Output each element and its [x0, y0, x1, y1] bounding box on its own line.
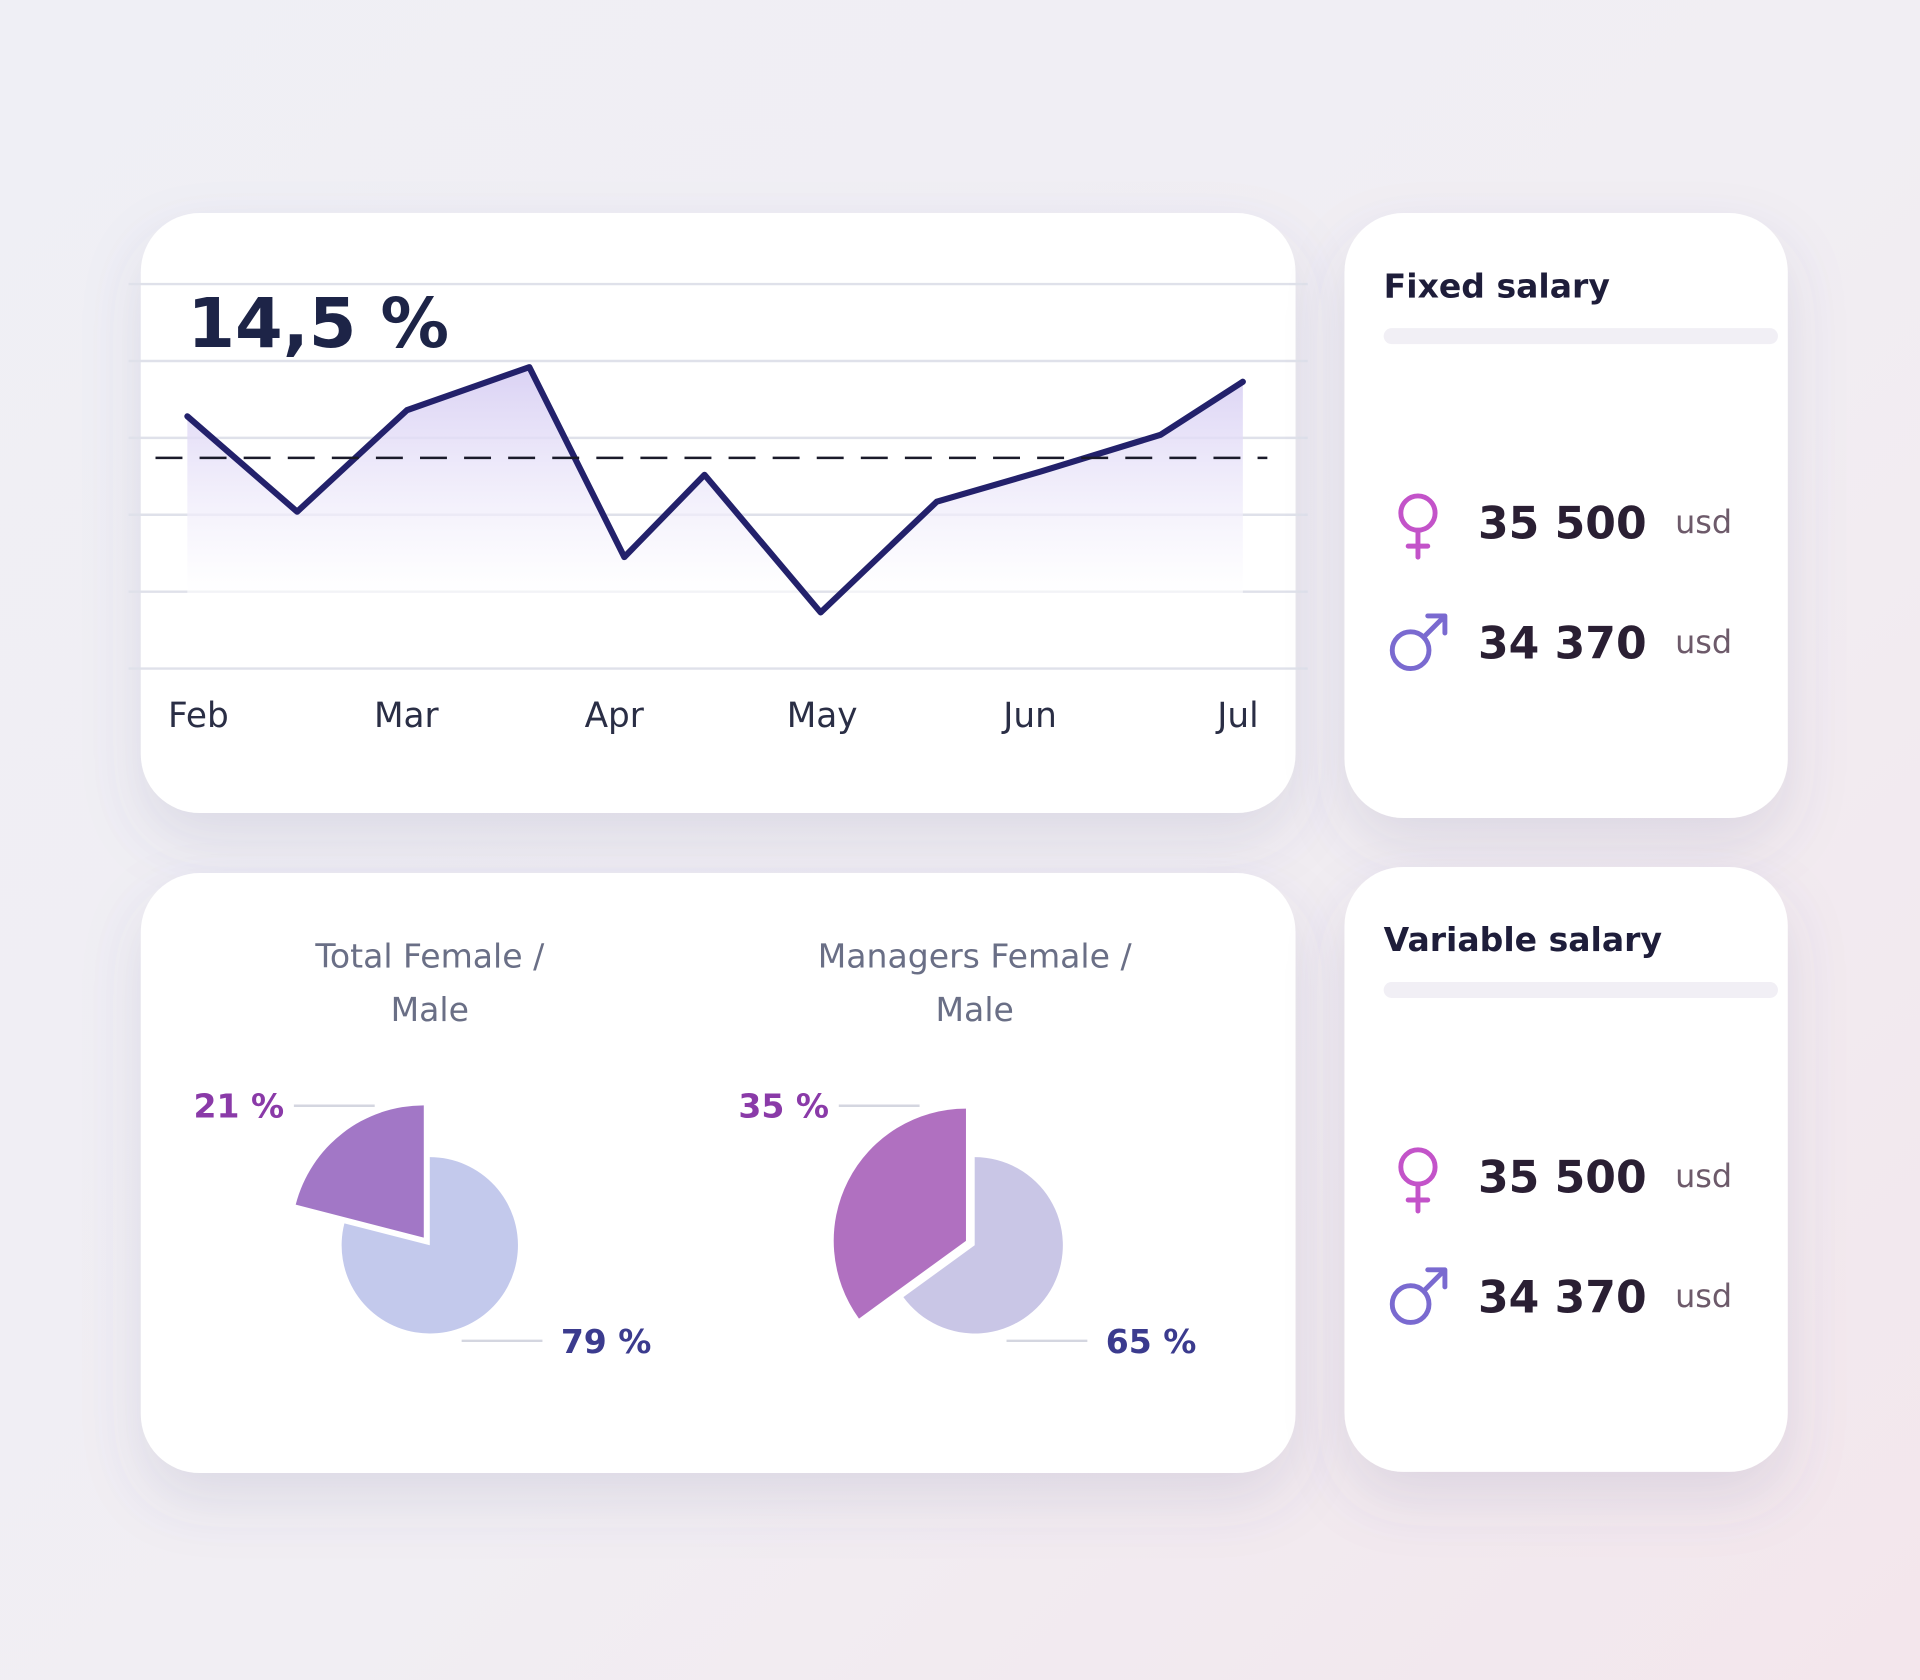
male-icon	[1389, 629, 1432, 672]
pie-slice	[295, 1105, 424, 1238]
salary-card-title: Fixed salary	[1384, 266, 1610, 305]
salary-card: Fixed salary 35 500 usd 34 370 usd	[1344, 213, 1788, 818]
pie-title: Total Female / Male	[315, 937, 545, 1030]
salary-card-bg	[1344, 213, 1788, 818]
x-tick-label: Mar	[374, 696, 440, 736]
salary-unit: usd	[1675, 1157, 1732, 1195]
x-tick-label: Feb	[168, 696, 229, 736]
pie-slice	[903, 1157, 1063, 1334]
pie-value-label: 35 %	[738, 1087, 829, 1126]
salary-unit: usd	[1675, 1277, 1732, 1315]
pie-title-box: Total Female / Male	[315, 937, 545, 1030]
line-series	[184, 364, 1246, 616]
pie-value-label: 21 %	[193, 1087, 284, 1126]
male-icon	[1421, 1267, 1448, 1294]
pie-title-box: Managers Female / Male	[817, 937, 1132, 1030]
x-tick-label: May	[787, 696, 858, 736]
x-tick-label: Apr	[585, 696, 645, 736]
salary-value: 34 370	[1478, 619, 1647, 670]
male-icon	[1389, 1283, 1432, 1325]
placeholder-bar	[1383, 982, 1778, 998]
line-area	[187, 367, 1243, 669]
pie-value-label: 65 %	[1106, 1322, 1197, 1361]
pie-slice	[833, 1108, 966, 1319]
salary-unit: usd	[1675, 623, 1732, 661]
salary-value: 35 500	[1478, 499, 1647, 550]
x-tick-label: Jun	[1001, 696, 1057, 736]
pie-value-label: 79 %	[561, 1322, 652, 1361]
salary-card-bg	[1344, 866, 1788, 1472]
placeholder-bar	[1383, 328, 1778, 345]
salary-card: Variable salary 35 500 usd 34 370 usd	[1344, 866, 1788, 1472]
salary-value: 35 500	[1478, 1152, 1647, 1203]
salary-value: 34 370	[1478, 1272, 1647, 1323]
pie-title: Managers Female / Male	[817, 937, 1132, 1030]
salary-unit: usd	[1675, 503, 1732, 541]
pie-slice	[341, 1157, 518, 1334]
x-tick-label: Jul	[1215, 696, 1258, 736]
male-icon	[1421, 613, 1448, 640]
salary-card-title: Variable salary	[1384, 920, 1662, 959]
headline-value: 14,5 %	[187, 284, 449, 364]
